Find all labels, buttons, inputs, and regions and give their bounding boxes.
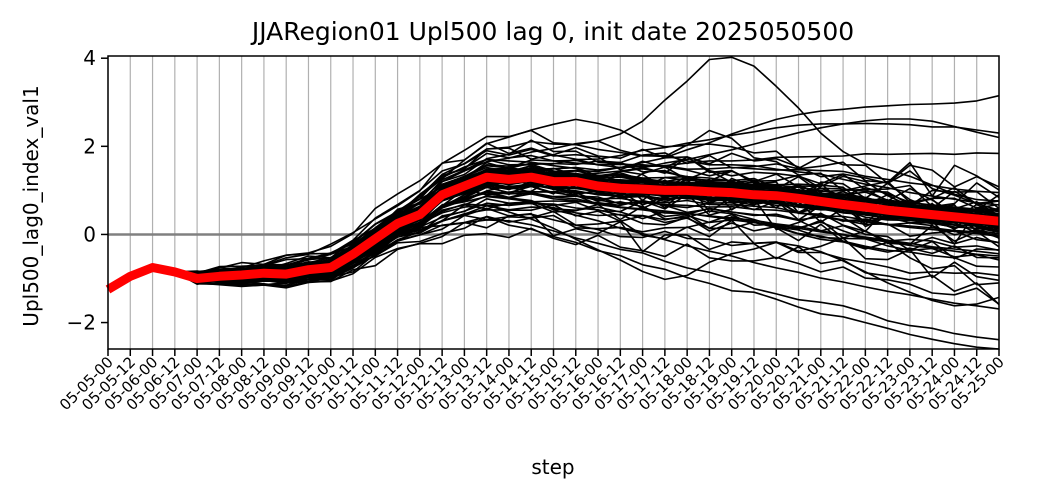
ensemble-member-line: [107, 152, 1000, 291]
ensemble-mean-line: [105, 172, 1000, 294]
y-tick-label: 0: [83, 222, 96, 246]
chart-title: JJARegion01 Upl500 lag 0, init date 2025…: [250, 17, 854, 46]
y-axis: −2 0 2 4: [67, 46, 108, 335]
ensemble-member-line: [107, 198, 1000, 291]
x-axis: 05-05-0005-05-1205-06-0005-06-1205-07-00…: [56, 349, 1008, 414]
ensemble-member-line: [107, 227, 1000, 305]
x-axis-label: step: [531, 455, 574, 479]
y-axis-label: Upl500_lag0_index_val1: [19, 85, 43, 326]
y-tick-label: 2: [83, 134, 96, 158]
ensemble-member-line: [107, 205, 1000, 291]
y-tick-label: −2: [67, 311, 96, 335]
ensemble-mean-line-path: [105, 172, 1000, 294]
ensemble-member-line: [107, 146, 1000, 291]
y-tick-label: 4: [83, 46, 96, 70]
ensemble-member-line: [107, 216, 1000, 350]
